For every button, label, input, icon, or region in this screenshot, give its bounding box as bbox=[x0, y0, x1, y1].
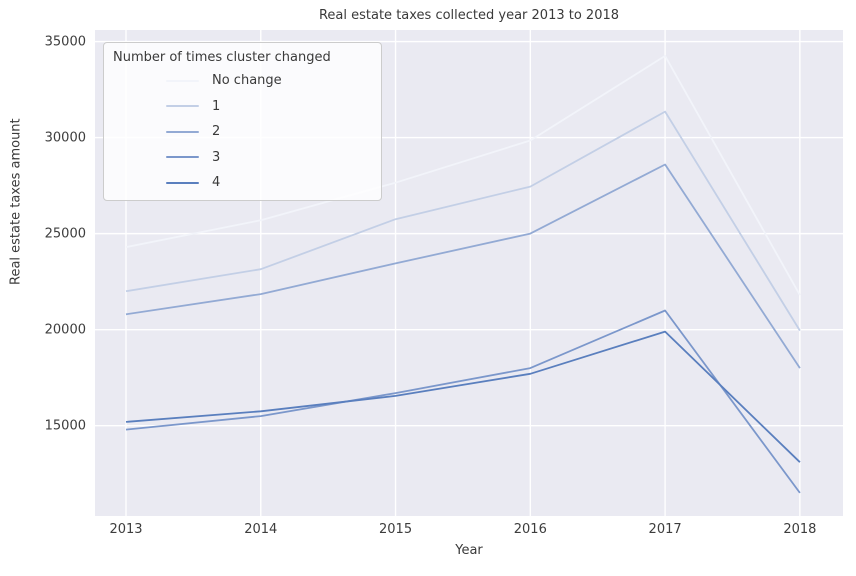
legend-line-swatch bbox=[166, 156, 199, 159]
legend-line-swatch bbox=[166, 79, 199, 82]
y-tick-label: 15000 bbox=[44, 418, 86, 434]
x-tick-label: 2013 bbox=[109, 522, 143, 537]
series-line-4 bbox=[125, 330, 801, 463]
legend-entry: No change bbox=[104, 68, 381, 94]
legend-entry: 4 bbox=[104, 170, 381, 196]
x-tick-label: 2015 bbox=[379, 522, 413, 537]
series-line-no-change bbox=[125, 54, 801, 296]
chart-title: Real estate taxes collected year 2013 to… bbox=[318, 8, 620, 23]
legend-label: 2 bbox=[212, 124, 221, 140]
x-tick-label: 2016 bbox=[513, 522, 547, 537]
y-tick-label: 20000 bbox=[44, 322, 86, 338]
series-line-2 bbox=[125, 163, 801, 369]
legend-entry: 1 bbox=[104, 94, 381, 120]
legend-entry: 3 bbox=[104, 145, 381, 171]
legend: Number of times cluster changed No chang… bbox=[103, 42, 382, 201]
legend-label: 3 bbox=[212, 149, 221, 165]
legend-line-swatch bbox=[166, 105, 199, 108]
series-line-3 bbox=[125, 309, 801, 494]
legend-entry: 2 bbox=[104, 119, 381, 145]
y-tick-label: 25000 bbox=[44, 226, 86, 242]
y-tick-label: 35000 bbox=[44, 34, 86, 50]
legend-line-swatch bbox=[166, 130, 199, 133]
y-axis-label: Real estate taxes amount bbox=[8, 118, 24, 285]
legend-label: 4 bbox=[212, 175, 221, 191]
legend-rows: No change 1 2 3 4 bbox=[104, 68, 381, 196]
legend-label: 1 bbox=[212, 98, 221, 114]
x-tick-label: 2018 bbox=[783, 522, 817, 537]
legend-line-swatch bbox=[166, 181, 199, 184]
x-axis-label: Year bbox=[455, 543, 483, 558]
x-tick-label: 2017 bbox=[648, 522, 682, 537]
x-tick-label: 2014 bbox=[244, 522, 278, 537]
y-tick-label: 30000 bbox=[44, 130, 86, 146]
legend-title: Number of times cluster changed bbox=[113, 50, 331, 65]
legend-label: No change bbox=[212, 73, 282, 89]
series-line-1 bbox=[125, 110, 801, 332]
